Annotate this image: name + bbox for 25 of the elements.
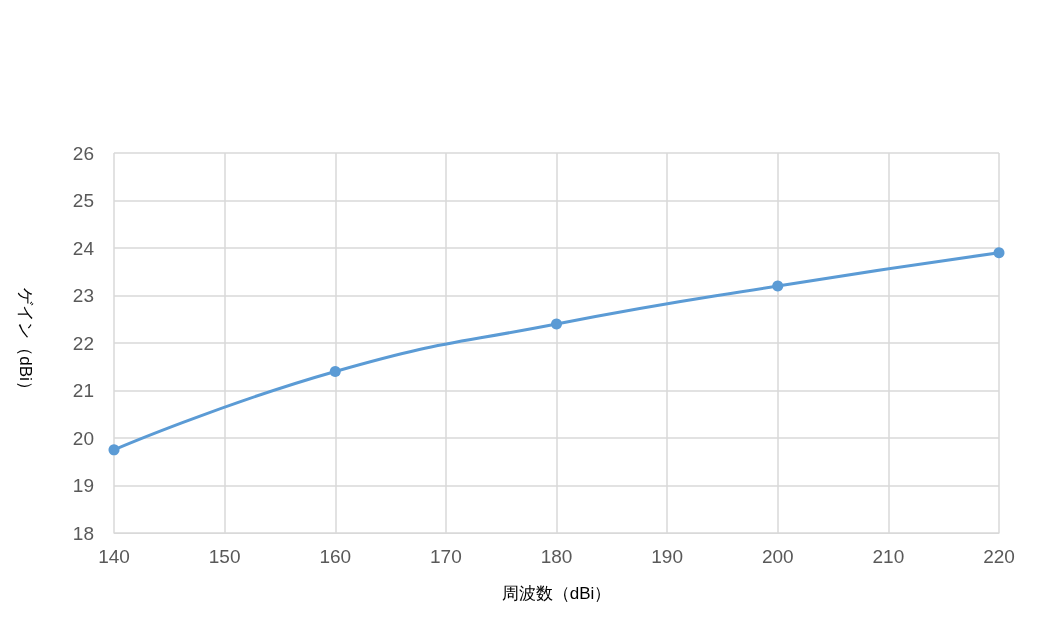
x-tick-label: 160 [319,546,352,567]
y-tick-label: 24 [72,237,95,259]
x-tick-label: 170 [430,546,462,567]
y-tick-label: 22 [72,332,94,354]
y-tick-label: 20 [72,427,94,449]
y-tick-label: 25 [72,190,94,211]
x-tick-label: 140 [98,546,130,567]
y-tick-label: 26 [72,142,94,164]
point [329,366,341,377]
y-tick-label: 21 [72,380,94,401]
x-tick-label: 150 [208,546,241,567]
x-tick-label: 180 [540,546,573,567]
y-axis-title: ゲイン（dBi） [16,288,35,398]
x-tick-label: 190 [651,546,683,567]
x-axis-title: 周波数（dBi） [501,584,612,603]
y-tick-label: 19 [72,475,94,496]
x-tick-label: 220 [983,546,1015,567]
point [551,318,562,330]
point [108,444,120,456]
x-tick-label: 200 [761,546,794,567]
x-tick-label: 210 [872,546,905,567]
point [772,280,784,292]
y-tick-label: 18 [72,522,94,544]
y-tick-label: 23 [72,285,94,306]
point [993,247,1005,259]
